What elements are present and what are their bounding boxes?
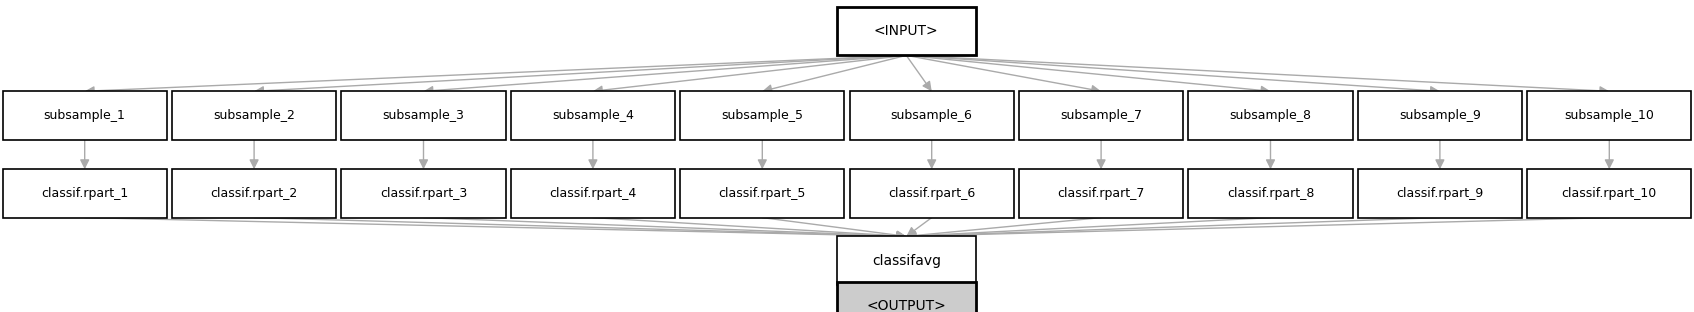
- Text: classifavg: classifavg: [872, 254, 940, 267]
- Text: classif.rpart_3: classif.rpart_3: [379, 187, 468, 200]
- FancyBboxPatch shape: [837, 7, 976, 56]
- FancyBboxPatch shape: [3, 169, 168, 218]
- Text: subsample_9: subsample_9: [1399, 109, 1481, 122]
- Text: classif.rpart_1: classif.rpart_1: [41, 187, 129, 200]
- FancyBboxPatch shape: [342, 91, 505, 140]
- FancyBboxPatch shape: [1359, 91, 1523, 140]
- Text: classif.rpart_4: classif.rpart_4: [549, 187, 637, 200]
- FancyBboxPatch shape: [1189, 169, 1354, 218]
- Text: classif.rpart_10: classif.rpart_10: [1562, 187, 1657, 200]
- Text: subsample_5: subsample_5: [722, 109, 803, 122]
- Text: subsample_4: subsample_4: [552, 109, 634, 122]
- Text: subsample_6: subsample_6: [891, 109, 972, 122]
- Text: subsample_8: subsample_8: [1230, 109, 1311, 122]
- FancyBboxPatch shape: [1020, 169, 1184, 218]
- FancyBboxPatch shape: [1020, 91, 1184, 140]
- Text: classif.rpart_8: classif.rpart_8: [1226, 187, 1315, 200]
- Text: subsample_2: subsample_2: [213, 109, 295, 122]
- Text: classif.rpart_5: classif.rpart_5: [718, 187, 806, 200]
- FancyBboxPatch shape: [850, 169, 1013, 218]
- FancyBboxPatch shape: [173, 91, 337, 140]
- FancyBboxPatch shape: [1528, 91, 1692, 140]
- FancyBboxPatch shape: [837, 236, 976, 285]
- Text: subsample_7: subsample_7: [1060, 109, 1142, 122]
- FancyBboxPatch shape: [173, 169, 337, 218]
- Text: subsample_10: subsample_10: [1564, 109, 1655, 122]
- FancyBboxPatch shape: [512, 169, 676, 218]
- FancyBboxPatch shape: [837, 281, 976, 312]
- FancyBboxPatch shape: [850, 91, 1013, 140]
- FancyBboxPatch shape: [1189, 91, 1354, 140]
- Text: classif.rpart_7: classif.rpart_7: [1057, 187, 1145, 200]
- Text: subsample_1: subsample_1: [44, 109, 125, 122]
- Text: <OUTPUT>: <OUTPUT>: [866, 299, 947, 312]
- Text: subsample_3: subsample_3: [383, 109, 464, 122]
- FancyBboxPatch shape: [1528, 169, 1692, 218]
- FancyBboxPatch shape: [681, 169, 845, 218]
- FancyBboxPatch shape: [3, 91, 168, 140]
- Text: classif.rpart_9: classif.rpart_9: [1396, 187, 1484, 200]
- Text: <INPUT>: <INPUT>: [874, 24, 938, 38]
- Text: classif.rpart_2: classif.rpart_2: [210, 187, 298, 200]
- FancyBboxPatch shape: [681, 91, 845, 140]
- FancyBboxPatch shape: [1359, 169, 1523, 218]
- Text: classif.rpart_6: classif.rpart_6: [888, 187, 976, 200]
- FancyBboxPatch shape: [342, 169, 505, 218]
- FancyBboxPatch shape: [512, 91, 676, 140]
